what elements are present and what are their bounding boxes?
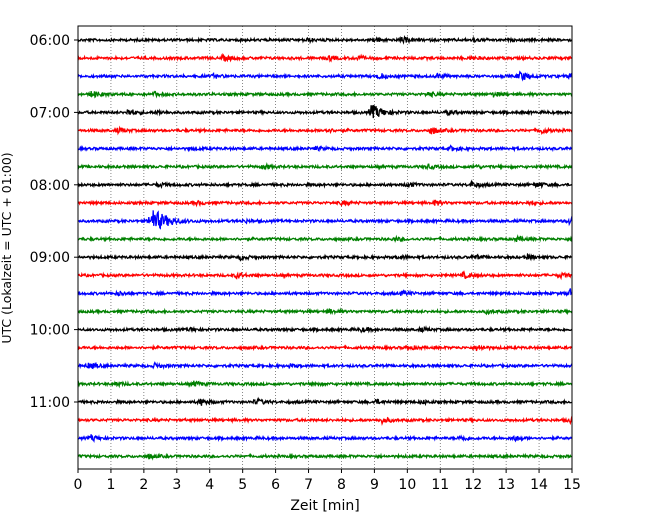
trace-1030 (77, 361, 573, 370)
x-axis-ticks: 0 1 2 3 4 5 6 7 8 9 10 11 12 13 14 15 (74, 469, 581, 493)
trace-0615 (77, 52, 573, 63)
trace-0645 (77, 90, 573, 99)
x-tick-label-14: 14 (530, 477, 548, 493)
y-tick-label-07:00: 07:00 (30, 105, 70, 121)
trace-0700 (77, 104, 573, 119)
y-tick-label-06:00: 06:00 (30, 33, 70, 49)
x-tick-label-0: 0 (74, 477, 83, 493)
x-tick-label-11: 11 (431, 477, 449, 493)
trace-0845 (77, 234, 573, 244)
y-tick-label-09:00: 09:00 (30, 250, 70, 266)
trace-0600 (77, 34, 573, 45)
x-tick-label-9: 9 (370, 477, 379, 493)
x-tick-label-8: 8 (337, 477, 346, 493)
x-tick-label-15: 15 (563, 477, 581, 493)
trace-1100 (77, 396, 573, 407)
trace-1145 (77, 452, 573, 461)
trace-0630 (77, 70, 573, 82)
x-axis-label: Zeit [min] (290, 498, 359, 514)
x-tick-label-13: 13 (497, 477, 515, 493)
trace-1115 (77, 416, 573, 426)
x-tick-label-10: 10 (398, 477, 416, 493)
x-tick-label-2: 2 (139, 477, 148, 493)
trace-0800 (77, 179, 573, 190)
x-tick-label-1: 1 (106, 477, 115, 493)
trace-0930 (77, 288, 573, 298)
trace-0830 (77, 210, 573, 230)
trace-1130 (77, 434, 573, 443)
seismic-traces (77, 34, 573, 461)
x-tick-label-6: 6 (271, 477, 280, 493)
y-axis-label: UTC (Lokalzeit = UTC + 01:00) (0, 152, 14, 343)
trace-1045 (77, 380, 573, 389)
y-axis-ticks: 06:00 07:00 08:00 09:00 10:00 11:00 (30, 33, 78, 411)
x-tick-label-4: 4 (205, 477, 214, 493)
y-tick-label-10:00: 10:00 (30, 323, 70, 339)
x-tick-label-3: 3 (172, 477, 181, 493)
trace-0715 (77, 125, 573, 136)
trace-1000 (77, 325, 573, 334)
grid-lines (110, 26, 540, 469)
trace-0915 (77, 270, 573, 281)
trace-1015 (77, 343, 573, 352)
plot-background (78, 26, 572, 469)
x-tick-label-12: 12 (464, 477, 482, 493)
x-tick-label-5: 5 (238, 477, 247, 493)
y-tick-label-08:00: 08:00 (30, 178, 70, 194)
plot-frame (77, 25, 573, 470)
trace-0900 (77, 252, 573, 262)
y-tick-label-11:00: 11:00 (30, 395, 70, 411)
trace-0745 (77, 162, 573, 171)
trace-0945 (77, 307, 573, 316)
trace-0815 (77, 199, 573, 208)
trace-0730 (77, 144, 573, 153)
x-tick-label-7: 7 (304, 477, 313, 493)
